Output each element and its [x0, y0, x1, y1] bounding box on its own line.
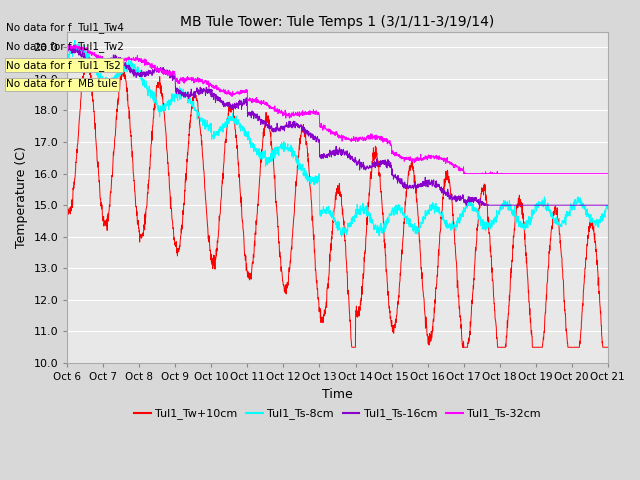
- Tul1_Ts-16cm: [214, 94, 222, 100]
- Tul1_Ts-16cm: [557, 202, 564, 208]
- Tul1_Ts-16cm: [353, 162, 361, 168]
- Tul1_Ts-8cm: [71, 37, 79, 43]
- Tul1_Ts-16cm: [572, 202, 579, 208]
- Tul1_Tw+10cm: [604, 344, 612, 350]
- Tul1_Tw+10cm: [572, 344, 579, 350]
- Tul1_Ts-8cm: [604, 206, 612, 212]
- Tul1_Ts-8cm: [572, 200, 579, 205]
- Tul1_Tw+10cm: [365, 190, 373, 196]
- Tul1_Tw+10cm: [214, 234, 222, 240]
- Text: No data for f  MB tule: No data for f MB tule: [6, 79, 118, 89]
- Tul1_Ts-8cm: [353, 208, 361, 214]
- Tul1_Ts-32cm: [572, 171, 579, 177]
- Text: No data for f  Tul1_Tw4: No data for f Tul1_Tw4: [6, 22, 124, 33]
- Line: Tul1_Ts-8cm: Tul1_Ts-8cm: [67, 40, 608, 237]
- Tul1_Tw+10cm: [495, 344, 502, 350]
- Tul1_Ts-32cm: [214, 87, 222, 93]
- Tul1_Ts-16cm: [495, 202, 502, 208]
- Tul1_Ts-32cm: [353, 136, 361, 142]
- Tul1_Ts-16cm: [63, 46, 71, 51]
- X-axis label: Time: Time: [322, 388, 353, 401]
- Line: Tul1_Tw+10cm: Tul1_Tw+10cm: [67, 53, 608, 347]
- Tul1_Tw+10cm: [83, 50, 90, 56]
- Tul1_Tw+10cm: [63, 201, 71, 206]
- Tul1_Ts-8cm: [63, 52, 71, 58]
- Tul1_Tw+10cm: [353, 308, 361, 314]
- Tul1_Ts-16cm: [477, 202, 485, 208]
- Title: MB Tule Tower: Tule Temps 1 (3/1/11-3/19/14): MB Tule Tower: Tule Temps 1 (3/1/11-3/19…: [180, 15, 495, 29]
- Tul1_Ts-32cm: [460, 171, 468, 177]
- Tul1_Tw+10cm: [557, 238, 564, 244]
- Tul1_Ts-32cm: [495, 171, 502, 177]
- Tul1_Ts-32cm: [63, 44, 71, 50]
- Line: Tul1_Ts-16cm: Tul1_Ts-16cm: [67, 46, 608, 205]
- Tul1_Ts-32cm: [557, 171, 564, 177]
- Tul1_Ts-8cm: [214, 129, 222, 134]
- Tul1_Ts-8cm: [338, 234, 346, 240]
- Legend: Tul1_Tw+10cm, Tul1_Ts-8cm, Tul1_Ts-16cm, Tul1_Ts-32cm: Tul1_Tw+10cm, Tul1_Ts-8cm, Tul1_Ts-16cm,…: [129, 404, 545, 424]
- Tul1_Ts-8cm: [365, 212, 373, 218]
- Y-axis label: Temperature (C): Temperature (C): [15, 146, 28, 248]
- Text: No data for f  Tul1_Tw2: No data for f Tul1_Tw2: [6, 41, 124, 52]
- Line: Tul1_Ts-32cm: Tul1_Ts-32cm: [67, 45, 608, 174]
- Tul1_Ts-32cm: [72, 42, 80, 48]
- Tul1_Ts-8cm: [495, 208, 502, 214]
- Tul1_Ts-16cm: [604, 202, 612, 208]
- Tul1_Ts-32cm: [604, 171, 612, 177]
- Tul1_Tw+10cm: [348, 344, 356, 350]
- Tul1_Ts-8cm: [557, 223, 564, 228]
- Tul1_Ts-16cm: [365, 165, 372, 170]
- Tul1_Ts-32cm: [365, 133, 372, 139]
- Text: No data for f  Tul1_Ts2: No data for f Tul1_Ts2: [6, 60, 121, 71]
- Tul1_Ts-16cm: [70, 43, 78, 48]
